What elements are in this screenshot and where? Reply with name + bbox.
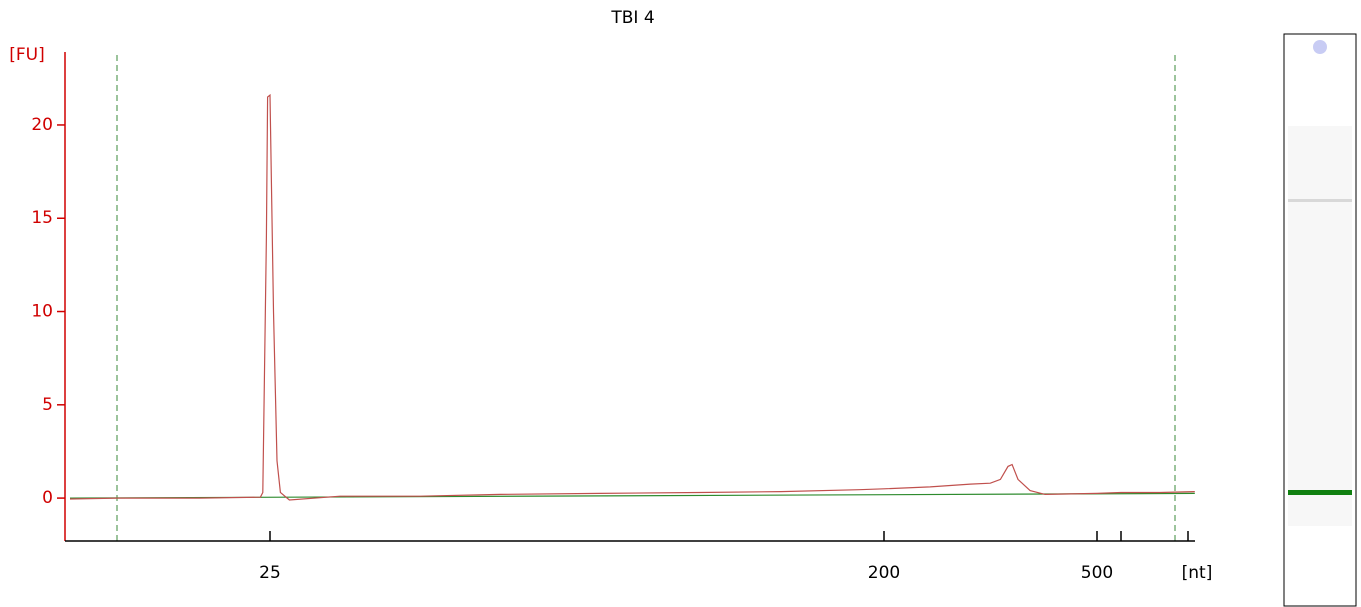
x-tick-label: 200 bbox=[868, 563, 900, 583]
x-tick-label: 500 bbox=[1081, 563, 1113, 583]
y-tick-label: 15 bbox=[31, 208, 53, 228]
x-axis-label: [nt] bbox=[1182, 563, 1213, 583]
gel-band bbox=[1288, 199, 1352, 202]
y-tick-label: 20 bbox=[31, 115, 53, 135]
gel-background bbox=[1288, 126, 1352, 526]
y-tick-label: 0 bbox=[42, 488, 53, 508]
y-tick-label: 10 bbox=[31, 302, 53, 322]
y-tick-label: 5 bbox=[42, 395, 53, 415]
trace bbox=[69, 93, 1195, 501]
gel-marker-band bbox=[1288, 490, 1352, 495]
gel-lane bbox=[1283, 33, 1357, 607]
gel-dot bbox=[1313, 40, 1327, 54]
chart-title: TBI 4 bbox=[610, 8, 654, 28]
x-tick-label: 25 bbox=[259, 563, 281, 583]
y-axis-label: [FU] bbox=[9, 45, 45, 65]
